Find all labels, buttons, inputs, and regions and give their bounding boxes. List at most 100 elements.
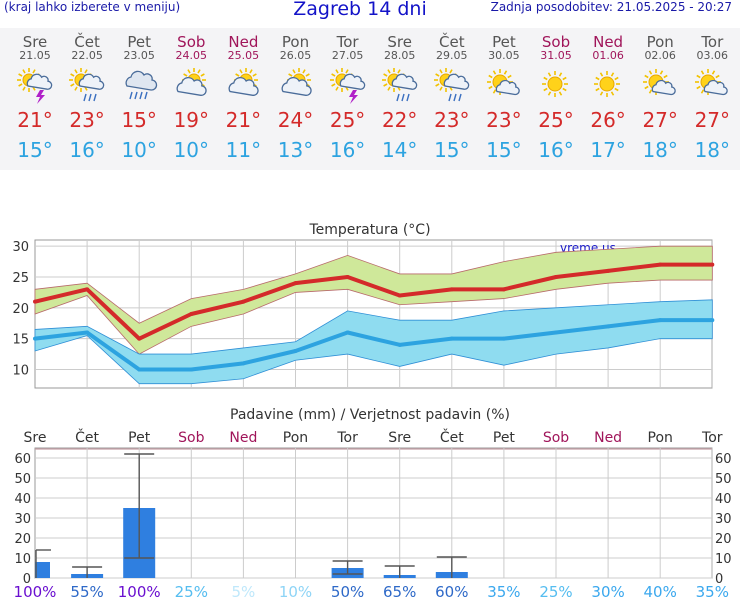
precip-probability: 100%: [118, 583, 161, 600]
max-temperature: 19°: [173, 108, 210, 132]
y-tick-label: 30: [12, 240, 29, 255]
data-point: [501, 287, 506, 292]
max-temperature: 25°: [538, 108, 574, 132]
data-point: [554, 275, 558, 279]
menu-note: (kraj lahko izberete v meniju): [4, 0, 181, 14]
min-temperature: 18°: [694, 138, 731, 162]
data-point: [606, 268, 611, 273]
sun-cloud-icon: [165, 68, 217, 104]
forecast-day: Ned 25.05 21° 11°: [217, 28, 269, 162]
x-tick-label: Čet: [75, 428, 99, 446]
x-tick-label: Tor: [336, 430, 358, 446]
x-tick-label: Sre: [388, 430, 411, 446]
precip-probability: 30%: [591, 583, 624, 600]
forecast-day: Čet 29.05 23° 15°: [426, 28, 478, 162]
data-point: [293, 349, 298, 353]
forecast-day: Pet 30.05 23° 15°: [478, 28, 530, 162]
sun-cloud-rain-icon: [61, 68, 113, 104]
day-date: 02.06: [644, 49, 676, 62]
max-temperature: 25°: [329, 108, 366, 132]
forecast-day: Tor 03.06 27° 18°: [686, 28, 738, 162]
max-temperature: 23°: [434, 108, 470, 132]
sun-cloud-icon: [217, 68, 269, 104]
data-point: [33, 336, 37, 341]
min-temperature: 17°: [590, 138, 626, 162]
day-date: 25.05: [227, 49, 260, 62]
y-tick-label-right: 20: [715, 532, 732, 547]
y-tick-label: 40: [14, 492, 31, 507]
day-date: 31.05: [540, 49, 572, 62]
day-name: Tor: [701, 33, 724, 51]
precip-probability: 35%: [696, 583, 729, 600]
data-point: [137, 367, 142, 372]
precip-probability: 100%: [14, 583, 57, 600]
y-tick-label: 30: [14, 512, 31, 527]
min-temperature: 10°: [173, 138, 210, 162]
day-date: 24.05: [175, 49, 208, 62]
top-bar: (kraj lahko izberete v meniju) Zagreb 14…: [0, 0, 740, 20]
data-point: [85, 330, 90, 335]
x-tick-label: Pet: [128, 430, 151, 446]
day-name: Ned: [228, 33, 259, 51]
y-tick-label-right: 30: [715, 512, 732, 527]
sun-cloud-rain-icon: [374, 68, 426, 104]
max-temperature: 24°: [277, 108, 314, 132]
forecast-day: Ned 01.06 26° 17°: [582, 28, 634, 162]
day-name: Pet: [127, 33, 151, 51]
y-tick-label-right: 10: [715, 552, 732, 567]
chart-title: Padavine (mm) / Verjetnost padavin (%): [230, 407, 510, 423]
precip-probability: 55%: [70, 583, 103, 600]
data-point: [397, 342, 402, 347]
data-point: [710, 318, 715, 323]
x-tick-label: Tor: [701, 430, 723, 446]
y-tick-label: 15: [12, 333, 29, 348]
day-date: 01.06: [592, 49, 624, 62]
precip-probability: 60%: [435, 583, 468, 600]
data-point: [189, 367, 194, 372]
data-point: [293, 281, 298, 286]
precip-probability: 50%: [331, 583, 364, 600]
data-point: [658, 262, 663, 267]
forecast-day: Sre 28.05 22° 14°: [374, 28, 426, 162]
max-temperature: 23°: [69, 108, 105, 132]
x-tick-label: Sob: [543, 430, 569, 446]
forecast-strip: Sre 21.05 21° 15° Čet 22.05 23° 16° Pet 23.05 15° 1…: [0, 28, 740, 170]
day-date: 27.05: [331, 49, 364, 62]
day-name: Tor: [336, 33, 359, 51]
day-name: Pon: [646, 33, 674, 51]
day-date: 28.05: [383, 49, 416, 62]
y-tick-label: 0: [23, 572, 31, 587]
day-name: Sre: [22, 33, 48, 51]
day-date: 03.06: [696, 49, 729, 62]
precip-probability: 10%: [279, 583, 312, 600]
max-temperature: 21°: [17, 108, 53, 132]
min-temperature: 16°: [329, 138, 366, 162]
precip-probability: 25%: [175, 583, 208, 600]
day-name: Sob: [177, 33, 206, 51]
precip-probability: 5%: [232, 583, 256, 600]
day-name: Čet: [439, 33, 465, 51]
forecast-day: Sre 21.05 21° 15°: [9, 28, 61, 162]
precip-bar: [35, 562, 50, 578]
forecast-day: Sob 24.05 19° 10°: [165, 28, 217, 162]
data-point: [189, 312, 194, 316]
day-date: 21.05: [19, 49, 51, 62]
forecast-day: Tor 27.05 25° 16°: [322, 28, 374, 162]
min-temperature: 16°: [538, 138, 574, 162]
forecast-day: Sob 31.05 25° 16°: [530, 28, 582, 162]
x-tick-label: Pon: [283, 430, 308, 446]
precipitation-chart: Padavine (mm) / Verjetnost padavin (%) Sr…: [14, 407, 732, 600]
sun-small-cloud-icon: [686, 68, 738, 104]
min-temperature: 13°: [277, 138, 314, 162]
max-temp-range-band: [34, 245, 713, 355]
x-tick-label: Ned: [594, 430, 622, 446]
sun-icon: [582, 68, 634, 104]
y-tick-label: 10: [12, 364, 29, 379]
y-tick-label-right: 60: [715, 452, 732, 467]
max-temperature: 22°: [381, 108, 418, 132]
day-name: Sob: [541, 33, 571, 51]
y-tick-label-right: 40: [715, 492, 732, 507]
day-date: 26.05: [279, 49, 312, 62]
data-point: [345, 330, 350, 335]
day-name: Čet: [74, 33, 100, 51]
